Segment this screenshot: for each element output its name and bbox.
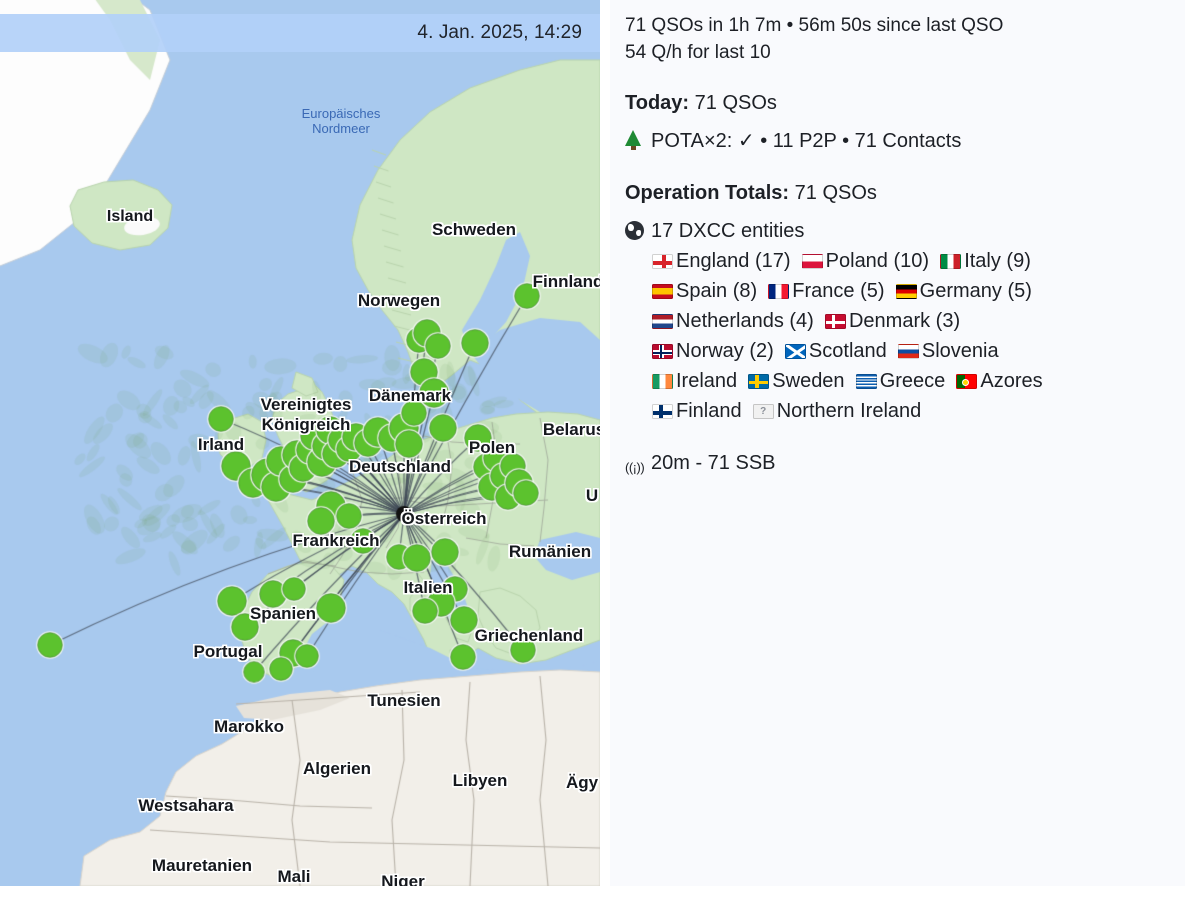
dxcc-entity: Italy (9) <box>940 250 1031 272</box>
dxcc-entity-label: France (5) <box>792 280 885 302</box>
rate-line-2: 54 Q/h for last 10 <box>625 42 771 63</box>
dxcc-entity: Sweden <box>748 370 845 392</box>
dxcc-row: Spain (8) France (5) Germany (5) <box>625 276 1175 306</box>
dxcc-entity: Scotland <box>784 340 887 362</box>
operation-totals-summary: Operation Totals: 71 QSOs <box>625 178 1175 208</box>
dxcc-entity-label: Denmark (3) <box>848 310 961 332</box>
pota-row: POTA×2: ✓ • 11 P2P • 71 Contacts <box>625 126 1175 156</box>
germany-flag-icon <box>895 284 917 299</box>
dxcc-entity: France (5) <box>768 280 885 302</box>
map-date-banner: 4. Jan. 2025, 14:29 <box>0 14 600 52</box>
operation-totals-value: 71 QSOs <box>794 182 877 204</box>
poland-flag-icon <box>801 254 823 269</box>
dxcc-row: Ireland Sweden Greece Azores <box>625 366 1175 396</box>
dxcc-row: Finland Northern Ireland <box>625 396 1175 426</box>
stats-panel: 71 QSOs in 1h 7m • 56m 50s since last QS… <box>610 0 1185 886</box>
norway-flag-icon <box>652 344 673 359</box>
band-row: ((¡)) 20m - 71 SSB <box>625 448 1175 478</box>
dxcc-entity: Poland (10) <box>801 250 930 272</box>
dxcc-entity: Greece <box>855 370 946 392</box>
dxcc-entity: Finland <box>652 400 742 422</box>
dxcc-entity-label: Poland (10) <box>825 250 930 272</box>
greece-flag-icon <box>855 374 877 389</box>
dxcc-entity: Ireland <box>652 370 737 392</box>
dxcc-entity-label: Scotland <box>808 340 887 362</box>
map-date-text: 4. Jan. 2025, 14:29 <box>417 22 582 43</box>
dxcc-entity-label: Slovenia <box>921 340 999 362</box>
dxcc-entity-label: Finland <box>676 400 742 422</box>
dxcc-entity: Germany (5) <box>895 280 1032 302</box>
dxcc-entity-label: England (17) <box>676 250 791 272</box>
spain-flag-icon <box>652 284 673 299</box>
dxcc-entity: Netherlands (4) <box>652 310 814 332</box>
dxcc-entity: Northern Ireland <box>752 400 922 422</box>
pota-text: POTA×2: ✓ • 11 P2P • 71 Contacts <box>651 130 962 152</box>
today-summary: Today: 71 QSOs <box>625 88 1175 118</box>
slovenia-flag-icon <box>897 344 919 359</box>
italy-flag-icon <box>940 254 962 269</box>
france-flag-icon <box>768 284 790 299</box>
qso-map-canvas[interactable] <box>0 0 600 886</box>
dxcc-entity: England (17) <box>652 250 791 272</box>
evergreen-tree-icon <box>625 126 651 156</box>
qso-map-panel[interactable]: Europäisches Nordmeer Island Schweden Finnla… <box>0 0 600 886</box>
dxcc-entity-label: Spain (8) <box>676 280 758 302</box>
dxcc-entity: Slovenia <box>897 340 999 362</box>
dxcc-entity: Spain (8) <box>652 280 757 302</box>
dxcc-entity: Denmark (3) <box>824 310 961 332</box>
antenna-icon: ((¡)) <box>625 448 651 478</box>
dxcc-row: Norway (2) Scotland Slovenia <box>625 336 1175 366</box>
dxcc-entity-list: England (17) Poland (10) Italy (9) Spain … <box>625 246 1175 426</box>
unknown-flag-icon <box>752 404 774 419</box>
denmark-flag-icon <box>824 314 846 329</box>
netherlands-flag-icon <box>652 314 673 329</box>
dxcc-entity-label: Germany (5) <box>919 280 1032 302</box>
dxcc-entity-label: Norway (2) <box>676 340 774 362</box>
dxcc-entity-label: Netherlands (4) <box>676 310 814 332</box>
antenna-glyph: ((¡)) <box>625 460 645 475</box>
dxcc-entity-label: Azores <box>980 370 1043 392</box>
band-text: 20m - 71 SSB <box>651 452 776 474</box>
dxcc-count-row: 17 DXCC entities <box>625 216 1175 246</box>
operation-totals-label: Operation Totals: <box>625 182 790 204</box>
dxcc-entity: Azores <box>956 370 1043 392</box>
dxcc-entity: Norway (2) <box>652 340 774 362</box>
finland-flag-icon <box>652 404 673 419</box>
dxcc-entity-label: Greece <box>879 370 946 392</box>
dxcc-row: England (17) Poland (10) Italy (9) <box>625 246 1175 276</box>
rate-line-1: 71 QSOs in 1h 7m • 56m 50s since last QS… <box>625 15 1004 36</box>
today-value: 71 QSOs <box>694 92 777 114</box>
sweden-flag-icon <box>748 374 770 389</box>
dxcc-count-text: 17 DXCC entities <box>651 220 805 242</box>
ireland-flag-icon <box>652 374 673 389</box>
england-flag-icon <box>652 254 673 269</box>
dxcc-entity-label: Italy (9) <box>964 250 1031 272</box>
dxcc-entity-label: Sweden <box>772 370 845 392</box>
globe-icon <box>625 216 651 246</box>
dxcc-entity-label: Ireland <box>676 370 738 392</box>
scotland-flag-icon <box>784 344 806 359</box>
dxcc-entity-label: Northern Ireland <box>776 400 922 422</box>
today-label: Today: <box>625 92 690 114</box>
dxcc-row: Netherlands (4) Denmark (3) <box>625 306 1175 336</box>
azores-flag-icon <box>956 374 978 389</box>
